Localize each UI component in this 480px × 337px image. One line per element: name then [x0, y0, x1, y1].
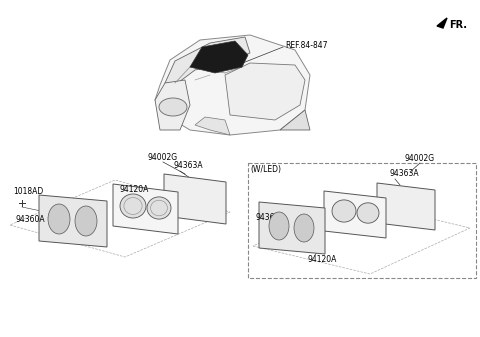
Polygon shape — [437, 18, 447, 28]
Polygon shape — [164, 174, 226, 224]
Polygon shape — [155, 35, 310, 135]
Text: (W/LED): (W/LED) — [250, 165, 281, 174]
Ellipse shape — [120, 194, 146, 218]
Polygon shape — [190, 41, 248, 73]
Polygon shape — [165, 37, 250, 85]
Ellipse shape — [332, 200, 356, 222]
Text: 94363A: 94363A — [173, 161, 203, 170]
Polygon shape — [39, 195, 107, 247]
Text: 94360A: 94360A — [255, 214, 285, 222]
Polygon shape — [225, 63, 305, 120]
Text: 1018AD: 1018AD — [13, 187, 43, 196]
Text: REF.84-847: REF.84-847 — [285, 40, 327, 50]
Ellipse shape — [269, 212, 289, 240]
Polygon shape — [377, 183, 435, 230]
Text: 94363A: 94363A — [390, 169, 420, 178]
Text: 94120A: 94120A — [120, 185, 149, 194]
Text: 94360A: 94360A — [16, 214, 46, 223]
Polygon shape — [113, 184, 178, 234]
Ellipse shape — [48, 204, 70, 234]
Polygon shape — [155, 80, 190, 130]
Text: 94002G: 94002G — [405, 154, 435, 163]
Ellipse shape — [75, 206, 97, 236]
Ellipse shape — [357, 203, 379, 223]
Polygon shape — [280, 110, 310, 130]
Ellipse shape — [159, 98, 187, 116]
Text: FR.: FR. — [449, 20, 467, 30]
Text: 94002G: 94002G — [148, 153, 178, 162]
Ellipse shape — [147, 197, 171, 219]
Polygon shape — [195, 117, 230, 135]
Polygon shape — [324, 191, 386, 238]
Ellipse shape — [294, 214, 314, 242]
Bar — [248, 163, 476, 278]
Polygon shape — [259, 202, 325, 254]
Text: 94120A: 94120A — [308, 255, 337, 264]
